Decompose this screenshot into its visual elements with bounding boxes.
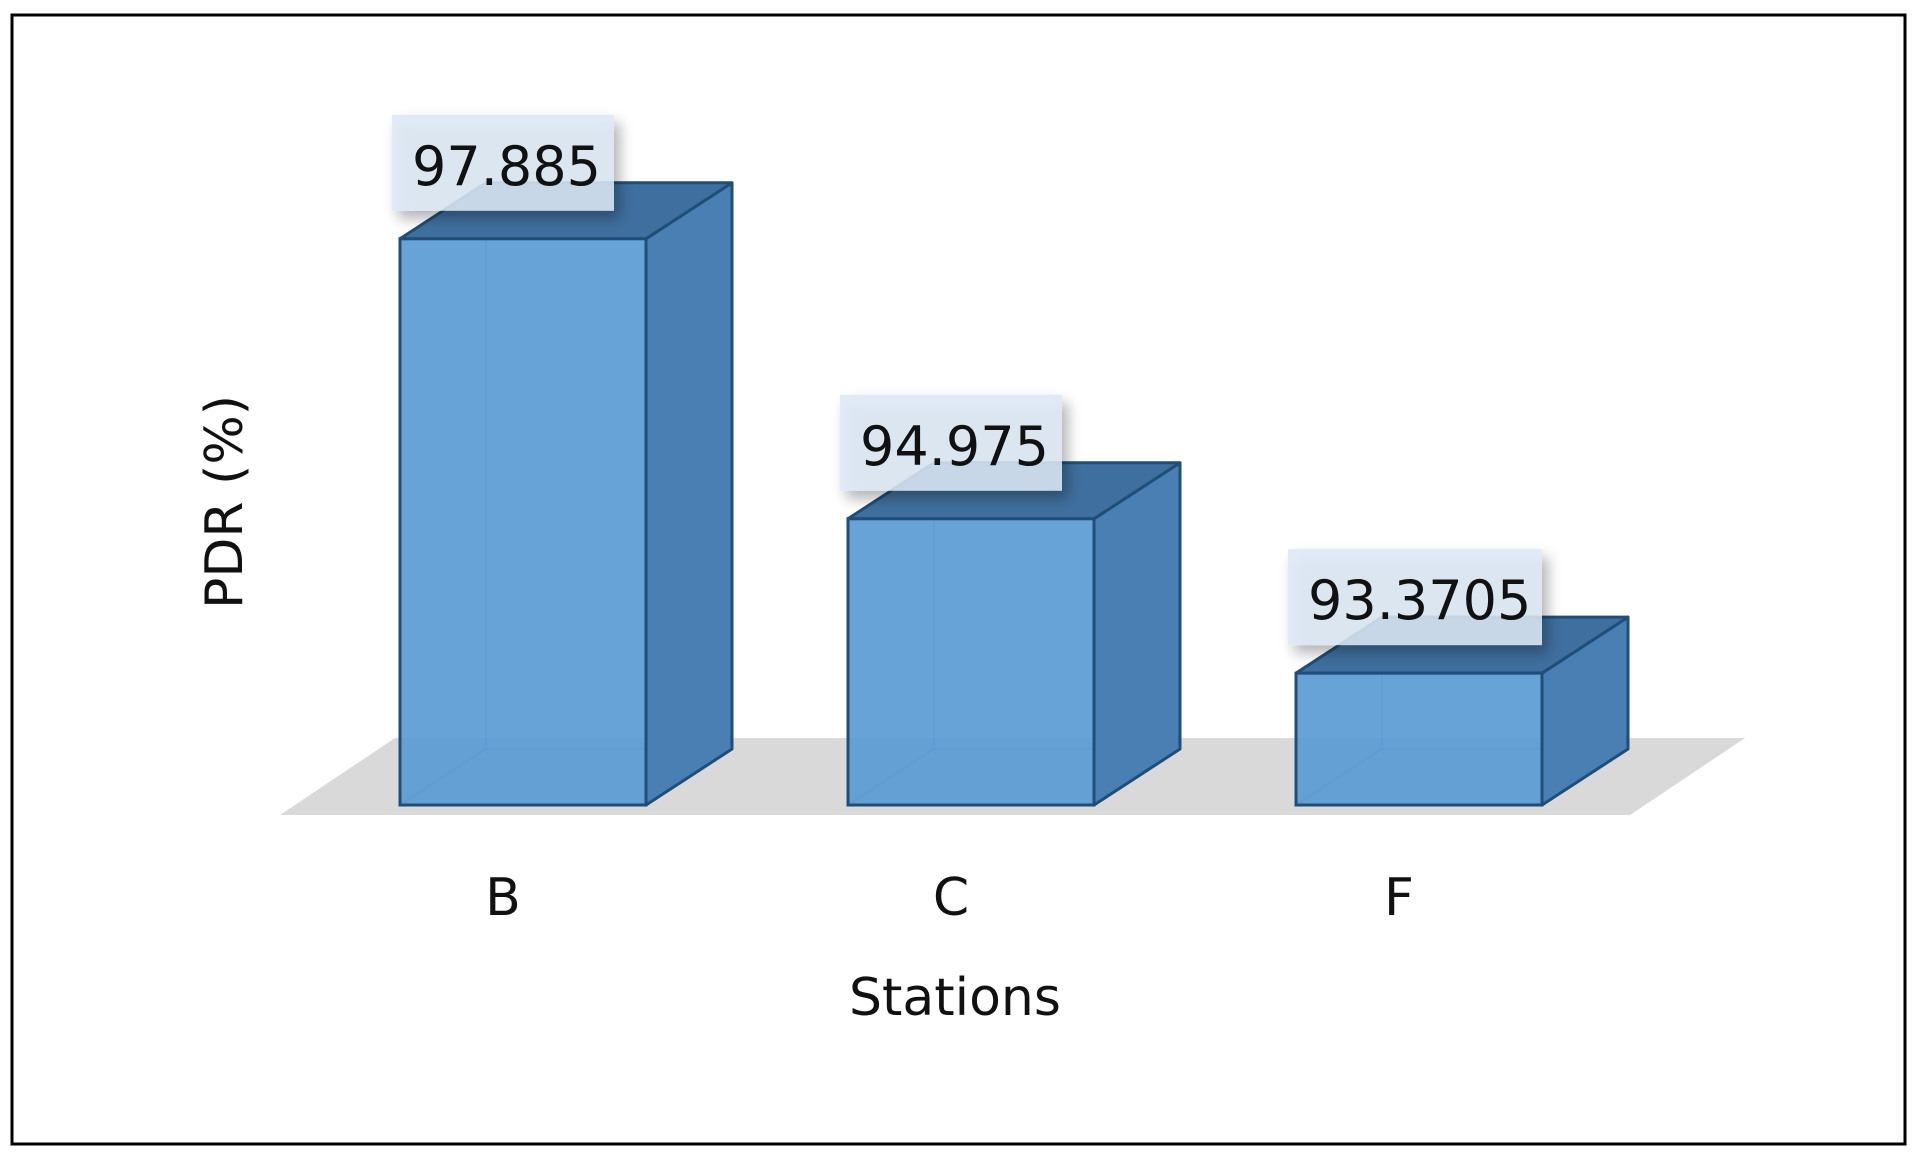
bar-f-front bbox=[1294, 671, 1544, 807]
bar-b-side bbox=[644, 181, 734, 807]
bar-c-front bbox=[846, 517, 1096, 807]
data-labels-layer: 97.885 94.975 93.3705 bbox=[392, 114, 1542, 646]
data-label-b: 97.885 bbox=[392, 114, 614, 211]
y-axis-title: PDR (%) bbox=[195, 395, 255, 609]
bar-f bbox=[1294, 615, 1630, 807]
data-label-f: 93.3705 bbox=[1288, 549, 1542, 646]
bar-b bbox=[398, 181, 734, 807]
data-label-c: 94.975 bbox=[840, 394, 1062, 491]
x-tick-label-b: B bbox=[485, 868, 521, 928]
data-label-c-box bbox=[840, 394, 1062, 491]
x-tick-label-c: C bbox=[933, 868, 969, 928]
data-label-f-box bbox=[1288, 549, 1542, 646]
data-label-c-text: 94.975 bbox=[860, 415, 1049, 478]
x-axis-title: Stations bbox=[849, 968, 1061, 1028]
data-label-b-box bbox=[392, 114, 614, 211]
bar-b-front bbox=[398, 237, 648, 807]
data-label-f-text: 93.3705 bbox=[1308, 569, 1531, 632]
bar-c-side bbox=[1092, 461, 1182, 807]
x-tick-label-f: F bbox=[1384, 868, 1414, 928]
data-label-b-text: 97.885 bbox=[412, 135, 601, 198]
bar-c bbox=[846, 461, 1182, 807]
